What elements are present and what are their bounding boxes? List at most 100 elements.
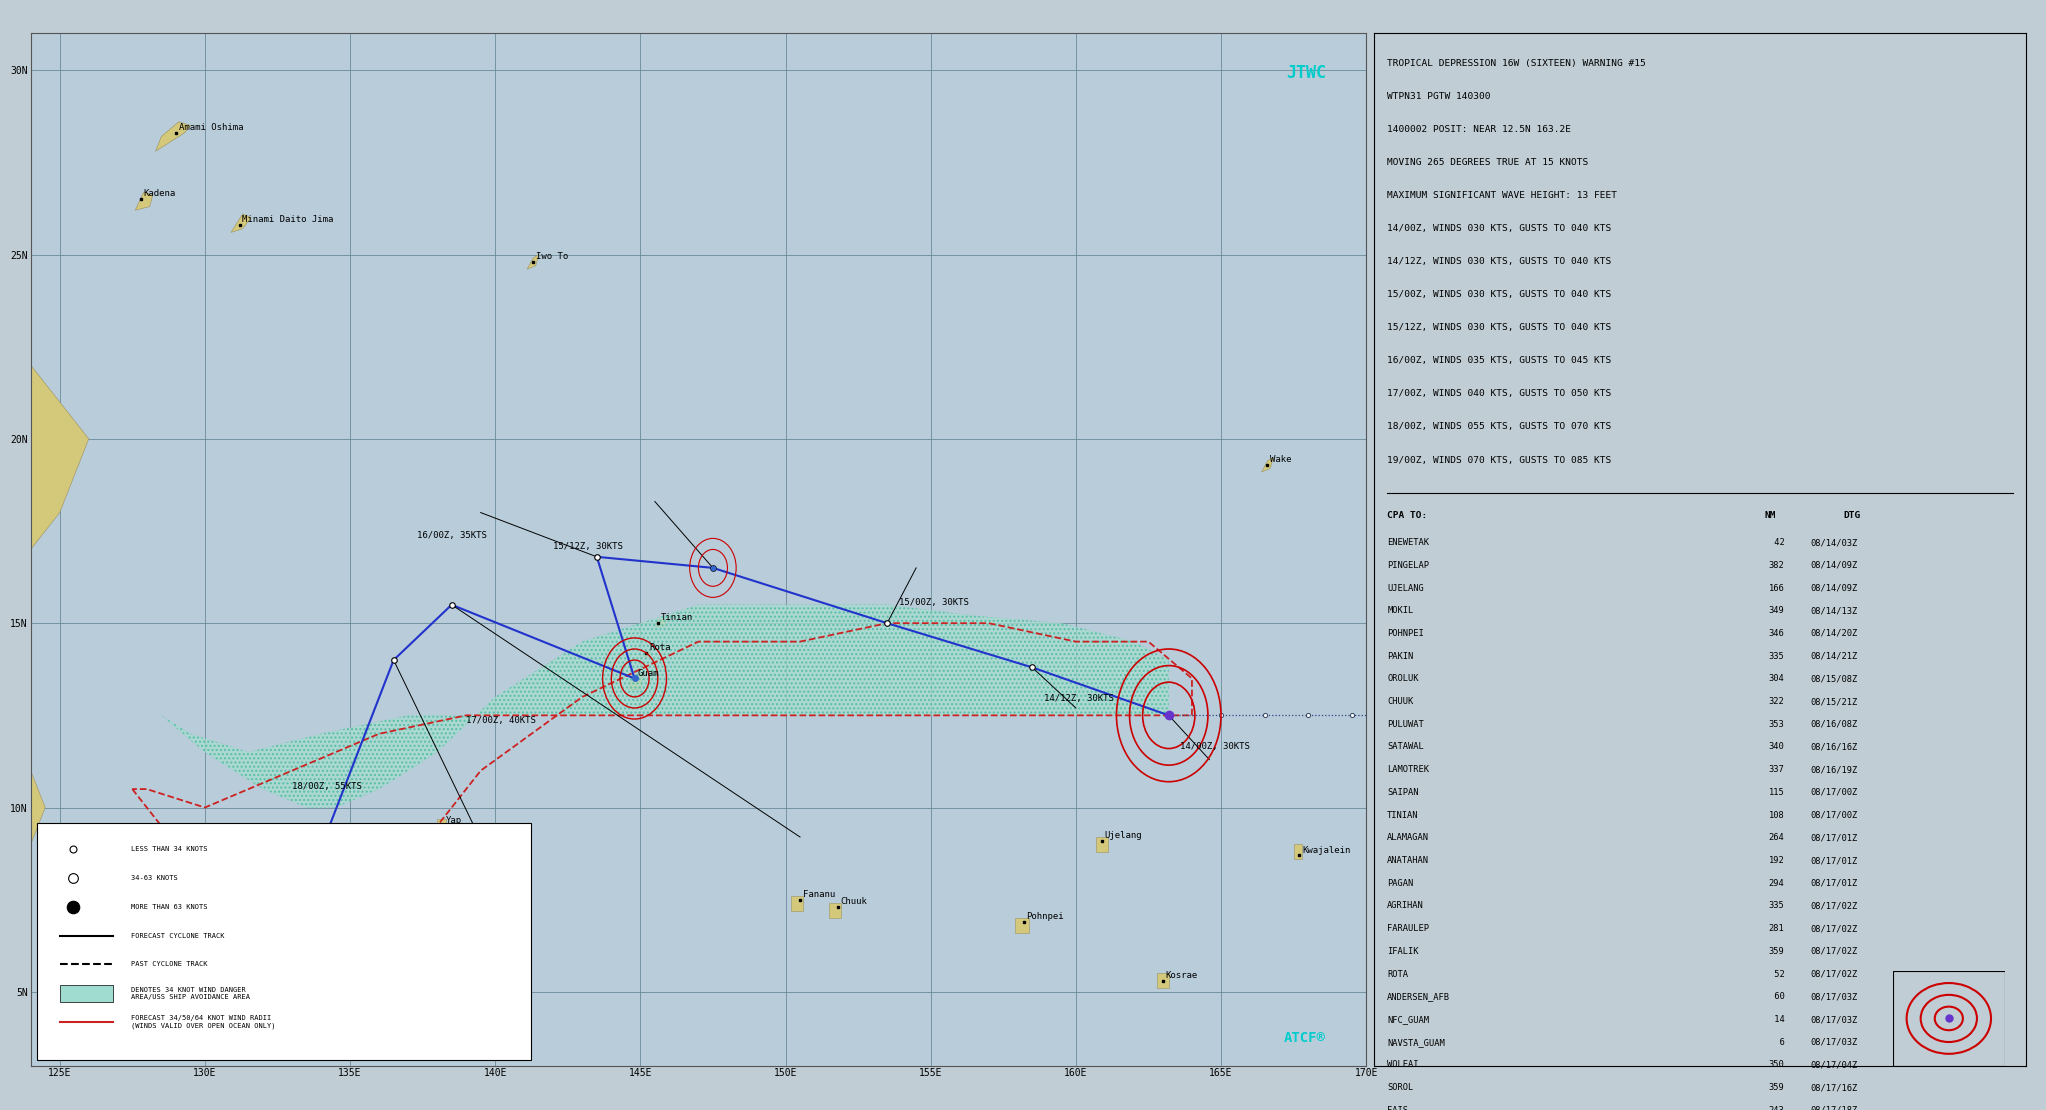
Text: 08/17/01Z: 08/17/01Z [1811,856,1858,865]
Text: Iwo To: Iwo To [536,252,569,261]
Polygon shape [1015,918,1029,932]
Text: NAVSTA_GUAM: NAVSTA_GUAM [1387,1038,1444,1047]
Text: PINGELAP: PINGELAP [1387,561,1428,569]
Text: 08/14/09Z: 08/14/09Z [1811,561,1858,569]
Text: 115: 115 [1768,788,1784,797]
Text: 08/14/03Z: 08/14/03Z [1811,538,1858,547]
Text: 08/17/02Z: 08/17/02Z [1811,970,1858,979]
Text: 166: 166 [1768,584,1784,593]
Text: Tinian: Tinian [661,614,694,623]
Text: Ujelang: Ujelang [1105,831,1142,840]
Polygon shape [135,192,153,210]
Polygon shape [1097,837,1107,851]
Polygon shape [231,214,252,232]
Text: CHUUK: CHUUK [1387,697,1414,706]
Text: 264: 264 [1768,834,1784,842]
Text: FORECAST 34/50/64 KNOT WIND RADII
(WINDS VALID OVER OPEN OCEAN ONLY): FORECAST 34/50/64 KNOT WIND RADII (WINDS… [131,1016,276,1029]
Text: SAIPAN: SAIPAN [1387,788,1418,797]
Text: 08/17/02Z: 08/17/02Z [1811,901,1858,910]
Text: 243: 243 [1768,1106,1784,1110]
Text: 335: 335 [1768,901,1784,910]
Text: 08/17/02Z: 08/17/02Z [1811,947,1858,956]
Text: 19/00Z, WINDS 070 KTS, GUSTS TO 085 KTS: 19/00Z, WINDS 070 KTS, GUSTS TO 085 KTS [1387,455,1612,464]
Text: 08/14/20Z: 08/14/20Z [1811,629,1858,638]
Polygon shape [329,892,338,918]
Text: 382: 382 [1768,561,1784,569]
Text: 08/17/03Z: 08/17/03Z [1811,1038,1858,1047]
Text: 359: 359 [1768,1083,1784,1092]
Text: FARAULEP: FARAULEP [1387,925,1428,934]
Text: 08/16/08Z: 08/16/08Z [1811,719,1858,729]
Text: TINIAN: TINIAN [1387,810,1418,819]
Text: POHNPEI: POHNPEI [1387,629,1424,638]
Text: 19/00Z, 70KTS: 19/00Z, 70KTS [223,929,293,939]
Polygon shape [438,818,446,834]
Text: Minami Daito Jima: Minami Daito Jima [243,215,333,224]
Text: 322: 322 [1768,697,1784,706]
FancyBboxPatch shape [59,985,113,1001]
Text: SOROL: SOROL [1387,1083,1414,1092]
Text: ROTA: ROTA [1387,970,1408,979]
Text: 08/15/08Z: 08/15/08Z [1811,675,1858,684]
Polygon shape [162,605,1168,808]
Text: 34-63 KNOTS: 34-63 KNOTS [131,875,178,880]
Text: JTWC: JTWC [1287,64,1326,82]
Text: 14/12Z, 30KTS: 14/12Z, 30KTS [1043,694,1113,703]
Text: 18/00Z, 55KTS: 18/00Z, 55KTS [293,783,362,791]
Text: 15/12Z, 30KTS: 15/12Z, 30KTS [552,543,624,552]
Text: 192: 192 [1768,856,1784,865]
Text: 281: 281 [1768,925,1784,934]
Text: 08/17/01Z: 08/17/01Z [1811,834,1858,842]
Text: 14/12Z, WINDS 030 KTS, GUSTS TO 040 KTS: 14/12Z, WINDS 030 KTS, GUSTS TO 040 KTS [1387,258,1612,266]
Text: 14/00Z, WINDS 030 KTS, GUSTS TO 040 KTS: 14/00Z, WINDS 030 KTS, GUSTS TO 040 KTS [1387,224,1612,233]
Polygon shape [829,904,841,918]
Text: Fananu: Fananu [802,890,835,899]
Text: 15/00Z, WINDS 030 KTS, GUSTS TO 040 KTS: 15/00Z, WINDS 030 KTS, GUSTS TO 040 KTS [1387,291,1612,300]
Text: Kosrae: Kosrae [1166,971,1199,980]
Text: 08/14/21Z: 08/14/21Z [1811,652,1858,660]
Polygon shape [655,619,667,627]
Text: ANDERSEN_AFB: ANDERSEN_AFB [1387,992,1451,1001]
Text: 08/15/21Z: 08/15/21Z [1811,697,1858,706]
Polygon shape [792,896,802,910]
Text: LAMOTREK: LAMOTREK [1387,765,1428,774]
Text: 17/00Z, WINDS 040 KTS, GUSTS TO 050 KTS: 17/00Z, WINDS 040 KTS, GUSTS TO 050 KTS [1387,390,1612,398]
Text: Chuuk: Chuuk [841,897,868,906]
Polygon shape [1293,845,1303,859]
Text: 08/17/03Z: 08/17/03Z [1811,992,1858,1001]
Text: 42: 42 [1768,538,1784,547]
Text: ANATAHAN: ANATAHAN [1387,856,1428,865]
Text: Amami Oshima: Amami Oshima [178,123,243,132]
Text: MOKIL: MOKIL [1387,606,1414,615]
Text: PAST CYCLONE TRACK: PAST CYCLONE TRACK [131,961,207,968]
Text: Palau: Palau [338,890,364,899]
Polygon shape [528,254,538,270]
Text: 52: 52 [1768,970,1784,979]
Text: 60: 60 [1768,992,1784,1001]
Text: 15/12Z, WINDS 030 KTS, GUSTS TO 040 KTS: 15/12Z, WINDS 030 KTS, GUSTS TO 040 KTS [1387,323,1612,332]
Polygon shape [0,365,88,623]
Text: LESS THAN 34 KNOTS: LESS THAN 34 KNOTS [131,846,207,851]
Text: PULUWAT: PULUWAT [1387,719,1424,729]
Text: OROLUK: OROLUK [1387,675,1418,684]
Text: 08/16/16Z: 08/16/16Z [1811,743,1858,751]
Text: 08/17/00Z: 08/17/00Z [1811,810,1858,819]
Text: Guam: Guam [636,668,659,678]
Text: 350: 350 [1768,1060,1784,1069]
Polygon shape [323,915,333,926]
Text: Pohnpei: Pohnpei [1027,912,1064,921]
Text: CPA TO:: CPA TO: [1387,512,1428,521]
Text: 353: 353 [1768,719,1784,729]
Text: 14: 14 [1768,1015,1784,1025]
Text: 340: 340 [1768,743,1784,751]
Text: Kadena: Kadena [143,190,176,199]
Polygon shape [1158,973,1168,988]
Text: 349: 349 [1768,606,1784,615]
Text: 08/14/13Z: 08/14/13Z [1811,606,1858,615]
Text: 359: 359 [1768,947,1784,956]
Text: Rota: Rota [649,643,671,652]
Text: 08/17/00Z: 08/17/00Z [1811,788,1858,797]
Text: 304: 304 [1768,675,1784,684]
Text: MAXIMUM SIGNIFICANT WAVE HEIGHT: 13 FEET: MAXIMUM SIGNIFICANT WAVE HEIGHT: 13 FEET [1387,191,1616,200]
Text: 15/00Z, 30KTS: 15/00Z, 30KTS [898,598,968,607]
